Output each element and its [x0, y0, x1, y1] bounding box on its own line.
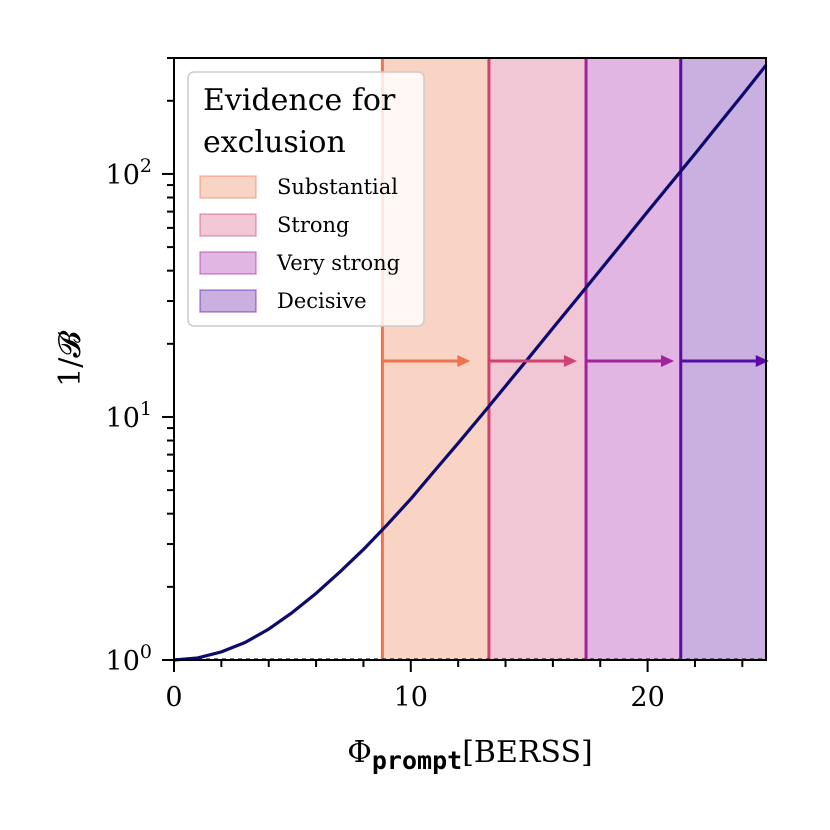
plot-frame [173, 57, 767, 661]
legend-item-strong: Strong [199, 213, 349, 237]
legend-swatch-strong [199, 213, 257, 237]
legend-title-line-2: exclusion [203, 125, 346, 160]
x-tick-label: 20 [630, 682, 664, 713]
arrow-head-substantial [457, 354, 471, 367]
y-tick-label-exponent: 0 [140, 641, 152, 663]
y-axis-label: 1/𝓑 [53, 331, 88, 387]
threshold-arrows [382, 354, 769, 367]
arrow-head-very-strong [661, 354, 675, 367]
legend-item-decisive: Decisive [199, 289, 367, 313]
y-tick-label-base: 10 [106, 403, 140, 434]
x-axis-label-symbol: Φ [347, 735, 372, 770]
legend-label-substantial: Substantial [277, 175, 398, 199]
evidence-regions [380, 58, 766, 660]
arrow-head-strong [563, 354, 577, 367]
legend-item-very-strong: Very strong [199, 251, 400, 275]
x-tick-label: 0 [165, 682, 182, 713]
arrow-very-strong [586, 354, 675, 367]
curve-layer [173, 64, 768, 662]
legend-swatch-decisive [199, 289, 257, 313]
y-tick-label: 100 [106, 641, 152, 677]
legend-label-decisive: Decisive [277, 289, 367, 313]
legend-title-line-1: Evidence for [203, 83, 396, 118]
y-tick-label: 101 [106, 398, 152, 434]
arrow-head-decisive [755, 354, 769, 367]
arrow-decisive [680, 354, 769, 367]
y-tick-label-base: 10 [106, 646, 140, 677]
legend-swatch-substantial [199, 175, 257, 199]
arrow-strong [488, 354, 577, 367]
y-tick-label: 102 [106, 155, 152, 191]
legend: Evidence for exclusion Substantial Strong… [187, 71, 425, 327]
y-tick-label-exponent: 1 [140, 398, 152, 420]
legend-label-very-strong: Very strong [276, 251, 400, 275]
legend-swatch-very-strong [199, 251, 257, 275]
legend-items: Substantial Strong Very strong Decisive [199, 175, 400, 313]
arrow-substantial [382, 354, 471, 367]
x-axis-label-unit: [BERSS] [462, 735, 593, 770]
legend-item-substantial: Substantial [199, 175, 398, 199]
x-tick-label: 10 [394, 682, 428, 713]
y-tick-label-base: 10 [106, 160, 140, 191]
legend-label-strong: Strong [277, 213, 349, 237]
y-tick-label-exponent: 2 [140, 155, 152, 177]
x-axis-label: Φprompt[BERSS] [347, 735, 592, 775]
x-axis-label-subscript: prompt [372, 746, 462, 775]
axis-ticks [162, 57, 744, 672]
bayes-factor-curve [173, 64, 768, 662]
region-decisive [680, 58, 766, 660]
